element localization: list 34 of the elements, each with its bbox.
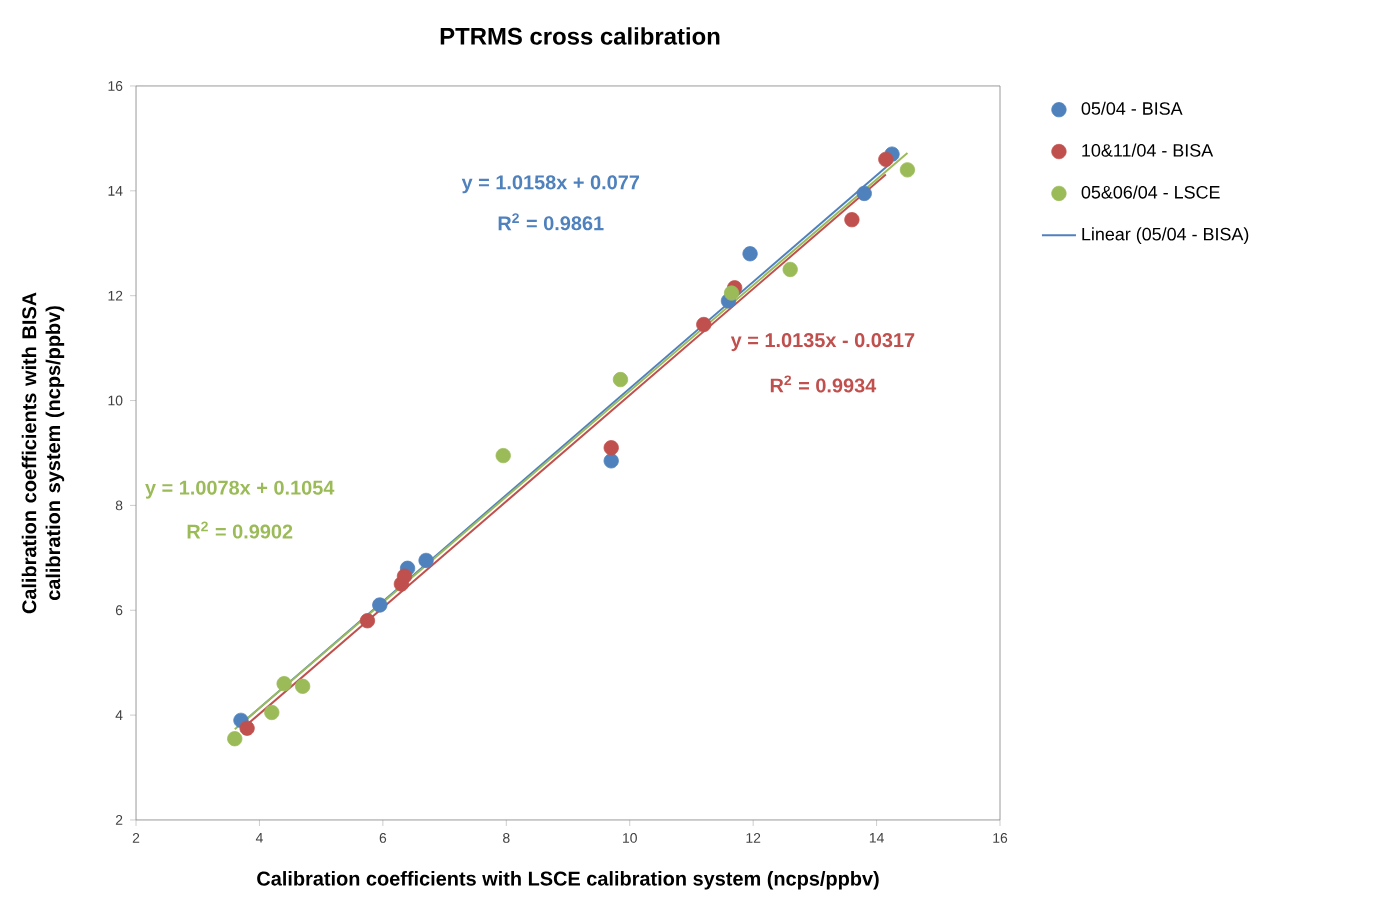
- chart-title: PTRMS cross calibration: [440, 27, 720, 45]
- point: [603, 453, 619, 469]
- point: [239, 720, 255, 736]
- legend-label: 10&11/04 - BISA: [1082, 143, 1214, 157]
- point: [495, 447, 511, 464]
- annotation: R$^{2}$ = 0.9902: [187, 521, 293, 539]
- point: [603, 440, 619, 456]
- annotation: y = 1.0078x + 0.1054: [145, 480, 335, 499]
- point: [844, 212, 860, 228]
- point: [295, 678, 311, 694]
- point: [264, 704, 280, 721]
- point: [899, 162, 916, 178]
- legend-label: Linear (05/04 - BISA): [1082, 227, 1249, 245]
- annotation: y = 1.0135x - 0.0317: [730, 333, 915, 352]
- legend-label: 05/04 - BISA: [1081, 101, 1183, 115]
- point: [359, 613, 376, 629]
- point: [878, 151, 894, 167]
- point: [723, 285, 740, 301]
- legend-label: 05&06/04 - LSCE: [1081, 185, 1220, 199]
- annotation: R$^{2}$ = 0.9934: [770, 375, 877, 393]
- point: [742, 246, 758, 262]
- x-axis-title: Calibration coefficients with LSCE calibration system (ncps/ppbv): [257, 871, 879, 890]
- point: [396, 568, 413, 584]
- point: [696, 316, 712, 333]
- point: [782, 261, 798, 278]
- annotation: y = 1.0158x + 0.077: [461, 175, 640, 194]
- point: [227, 731, 243, 747]
- point: [372, 597, 388, 613]
- point: [856, 185, 872, 202]
- point: [276, 676, 292, 692]
- annotation: R$^{2}$ = 0.9861: [498, 213, 604, 231]
- y-axis-title: Calibration coefficients with BISA calibration system (ncps/ppbv): [21, 292, 65, 614]
- point: [612, 371, 629, 388]
- point: [418, 552, 434, 569]
